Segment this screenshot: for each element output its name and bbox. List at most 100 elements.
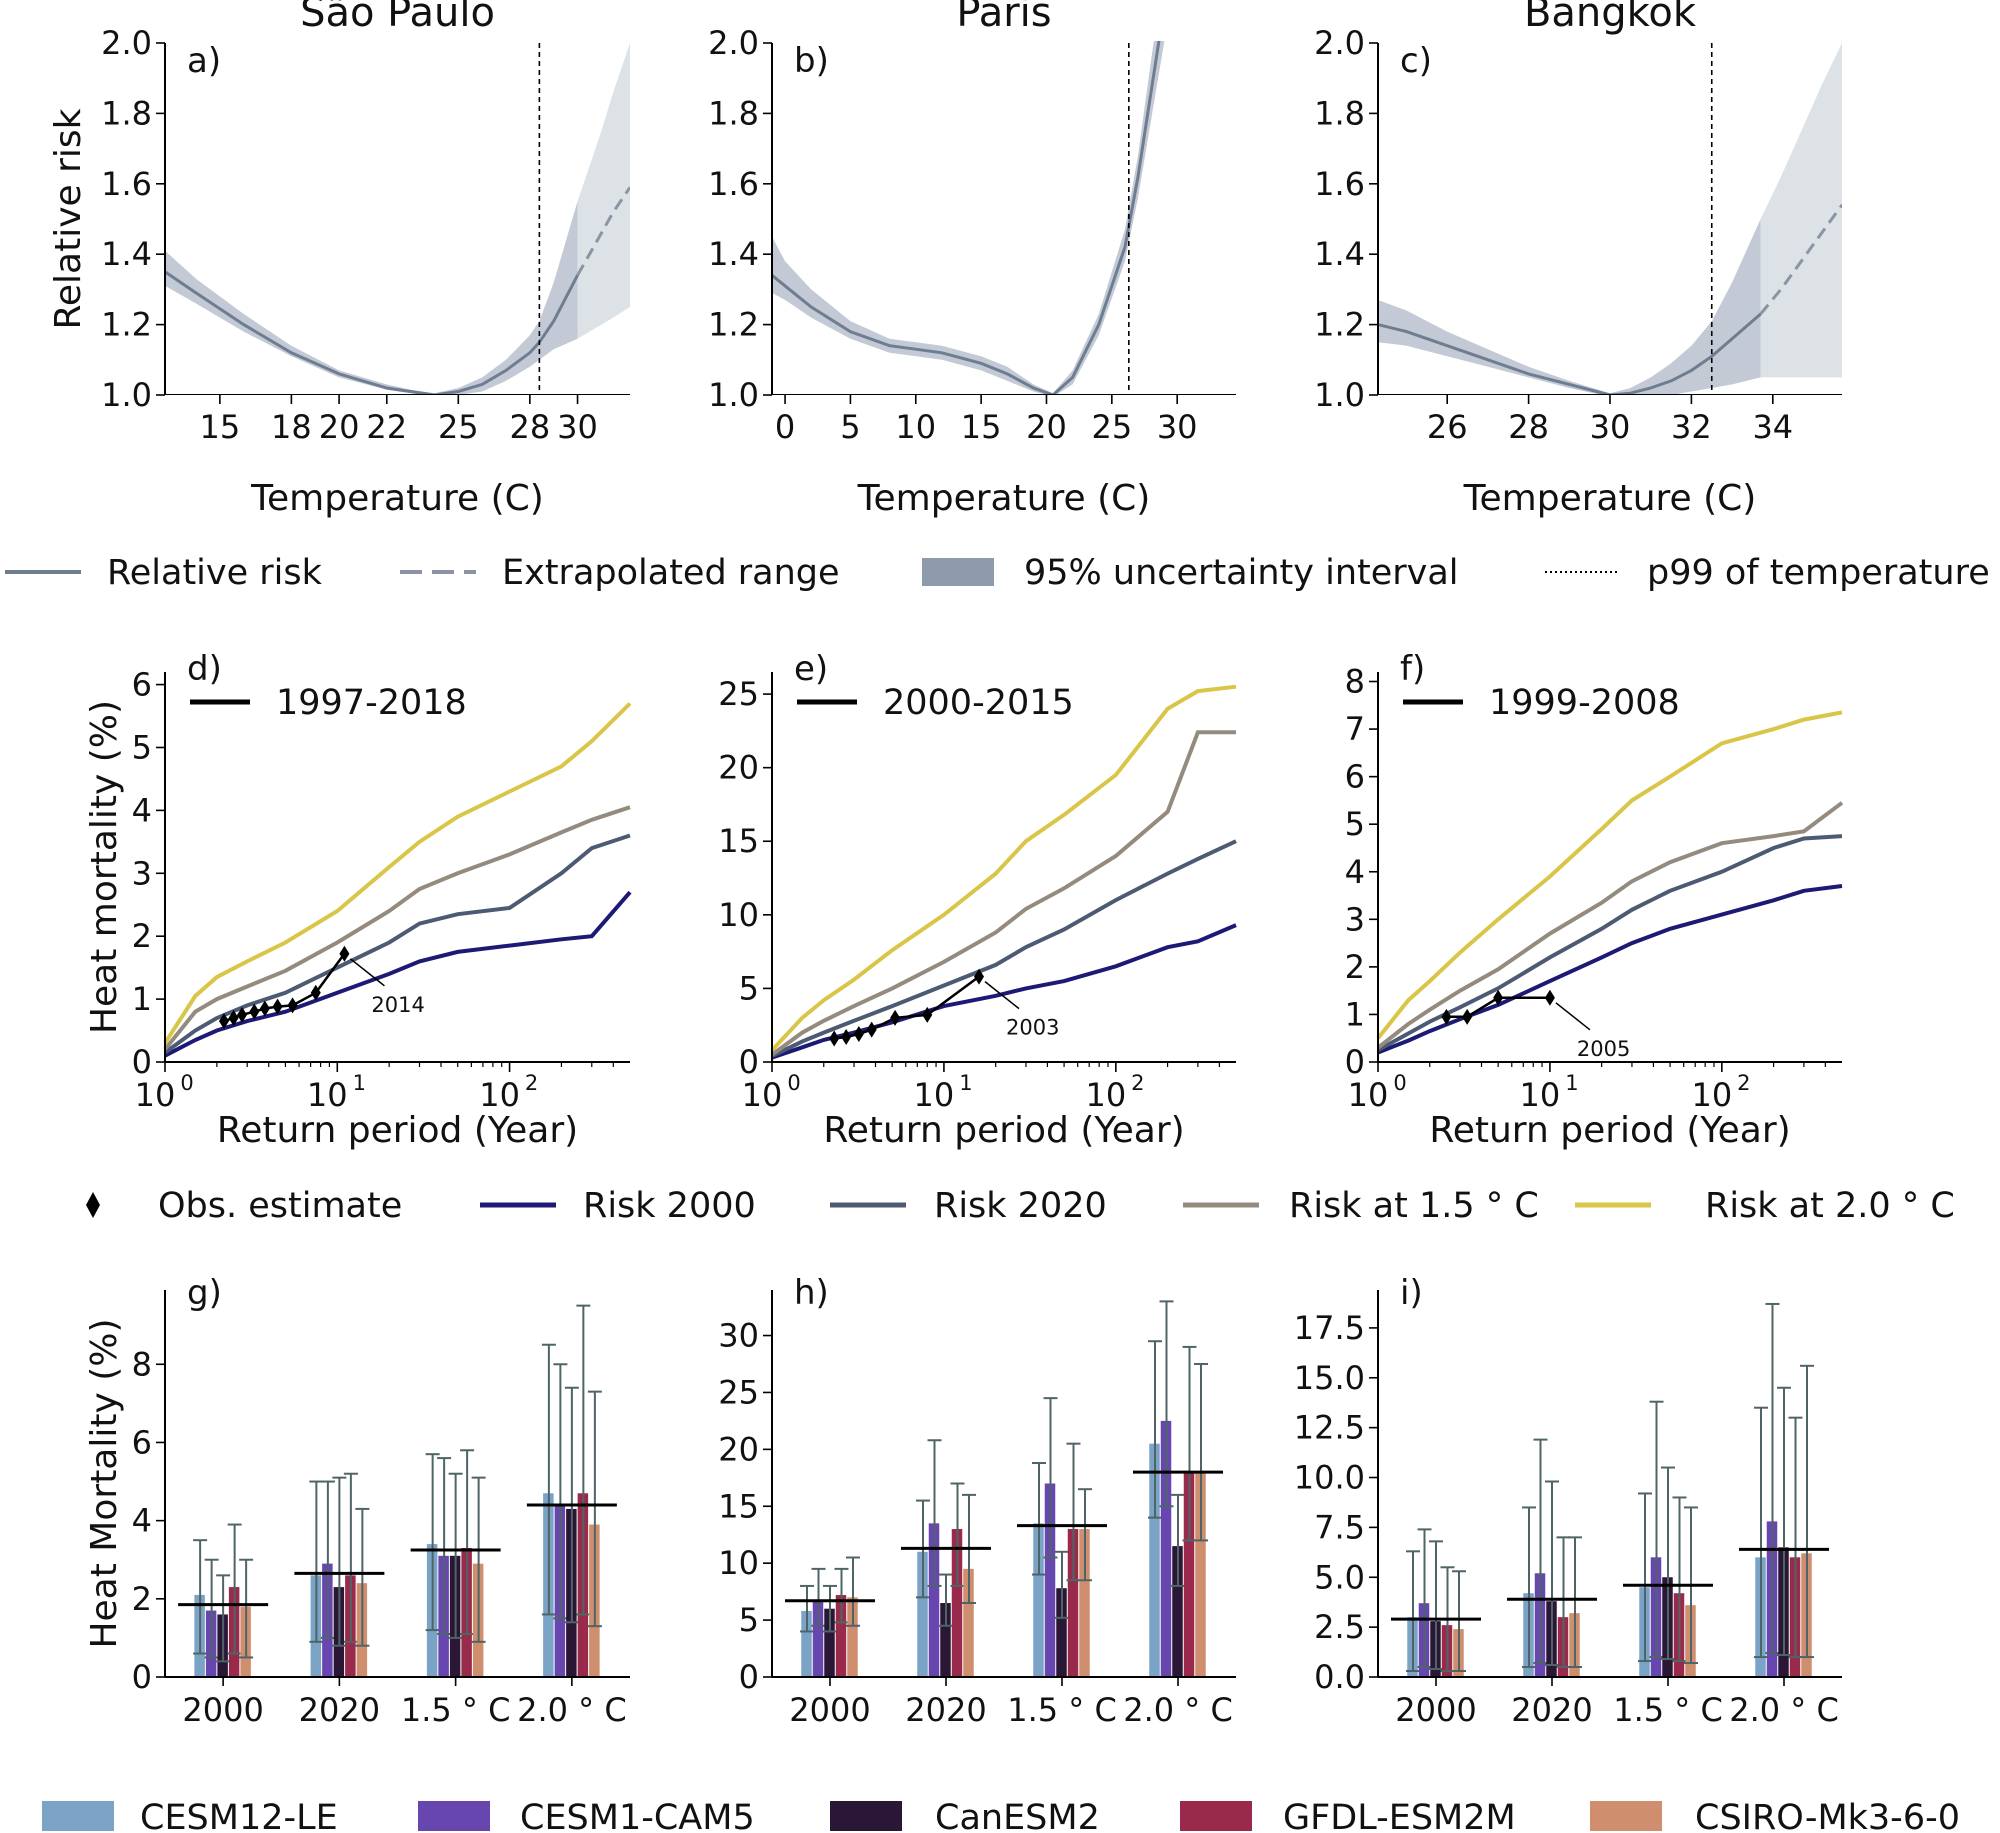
panel-letter: h) bbox=[794, 1273, 829, 1313]
series-line-1 bbox=[1377, 884, 1843, 1055]
obs-marker bbox=[310, 984, 321, 1001]
annotation-leader bbox=[1555, 1002, 1591, 1031]
x-tick-label: 2020 bbox=[299, 1691, 380, 1729]
y-tick-label: 8 bbox=[132, 1345, 152, 1383]
x-tick-label: 15 bbox=[961, 408, 1002, 446]
series-line-2 bbox=[1377, 834, 1843, 1052]
bar bbox=[1033, 1523, 1044, 1677]
legend-label: GFDL-ESM2M bbox=[1283, 1798, 1516, 1833]
bar bbox=[1172, 1546, 1183, 1677]
panel-letter: d) bbox=[187, 649, 222, 689]
x-axis-label: Temperature (C) bbox=[1463, 478, 1757, 519]
y-tick-label: 5.0 bbox=[1314, 1558, 1365, 1596]
y-tick-label: 1.6 bbox=[1314, 165, 1365, 203]
bar bbox=[801, 1610, 812, 1677]
x-tick-label: 10 bbox=[307, 1076, 348, 1114]
x-tick-label: 2.0 ° C bbox=[1123, 1691, 1233, 1729]
legend-label: Obs. estimate bbox=[158, 1186, 402, 1226]
x-tick-label: 26 bbox=[1427, 408, 1468, 446]
panel-letter: a) bbox=[187, 41, 221, 81]
series-line-1 bbox=[164, 890, 632, 1058]
period-label: 1997-2018 bbox=[276, 683, 467, 723]
annotation-leader bbox=[349, 958, 385, 987]
y-tick-label: 0 bbox=[132, 1658, 152, 1696]
extrapolated-uncertainty-band bbox=[577, 43, 630, 339]
panel-letter: f) bbox=[1400, 649, 1425, 689]
panel-letter: c) bbox=[1400, 41, 1432, 81]
x-axis-label: Temperature (C) bbox=[857, 478, 1151, 519]
legend-label: Risk at 2.0 ° C bbox=[1705, 1186, 1955, 1226]
x-tick-exponent: 1 bbox=[1565, 1071, 1578, 1095]
x-tick-label: 2000 bbox=[1395, 1691, 1476, 1729]
obs-marker bbox=[259, 1000, 270, 1017]
y-axis-label: Heat Mortality (%) bbox=[84, 1318, 125, 1648]
x-axis-label: Temperature (C) bbox=[250, 478, 544, 519]
x-axis-label: Return period (Year) bbox=[823, 1110, 1184, 1151]
y-tick-label: 1.0 bbox=[101, 376, 152, 414]
legend-label: CSIRO-Mk3-6-0 bbox=[1695, 1798, 1960, 1833]
y-tick-label: 25 bbox=[718, 1373, 759, 1411]
x-axis-label: Return period (Year) bbox=[1429, 1110, 1790, 1151]
y-tick-label: 3 bbox=[132, 854, 152, 892]
y-tick-label: 7 bbox=[1345, 710, 1365, 748]
x-tick-exponent: 2 bbox=[1131, 1071, 1144, 1095]
y-tick-label: 10.0 bbox=[1294, 1459, 1365, 1497]
bar bbox=[824, 1608, 835, 1677]
legend-bar-swatch bbox=[1590, 1801, 1662, 1831]
series-line-4 bbox=[770, 684, 1237, 1052]
series-line-2 bbox=[771, 839, 1237, 1058]
y-axis-label: Heat mortality (%) bbox=[84, 700, 125, 1034]
x-tick-label: 10 bbox=[135, 1076, 176, 1114]
x-tick-label: 10 bbox=[895, 408, 936, 446]
x-tick-label: 2000 bbox=[182, 1691, 263, 1729]
y-tick-label: 1.4 bbox=[708, 235, 759, 273]
legend-bar-swatch bbox=[418, 1801, 490, 1831]
bar bbox=[917, 1551, 928, 1677]
obs-marker bbox=[829, 1030, 840, 1047]
legend-bar-swatch bbox=[830, 1801, 902, 1831]
x-tick-exponent: 1 bbox=[959, 1071, 972, 1095]
bar bbox=[1149, 1443, 1160, 1677]
series-line-3 bbox=[1376, 801, 1844, 1050]
plot-area bbox=[772, 41, 1236, 395]
x-tick-label: 15 bbox=[199, 408, 240, 446]
obs-marker bbox=[1544, 989, 1555, 1006]
x-tick-exponent: 2 bbox=[1737, 1071, 1750, 1095]
panel-letter: b) bbox=[794, 41, 829, 81]
y-tick-label: 5 bbox=[739, 1601, 759, 1639]
obs-marker bbox=[228, 1009, 239, 1026]
uncertainty-band bbox=[772, 41, 1165, 395]
x-tick-exponent: 1 bbox=[353, 1071, 366, 1095]
x-tick-label: 22 bbox=[366, 408, 407, 446]
extrapolated-uncertainty-band bbox=[1760, 43, 1842, 378]
y-tick-label: 7.5 bbox=[1314, 1508, 1365, 1546]
panel-title: Paris bbox=[956, 0, 1051, 36]
y-tick-label: 2 bbox=[1345, 948, 1365, 986]
bar bbox=[835, 1595, 847, 1677]
x-tick-label: 30 bbox=[1590, 408, 1631, 446]
y-tick-label: 1.8 bbox=[708, 94, 759, 132]
bar bbox=[812, 1599, 824, 1677]
x-tick-label: 5 bbox=[840, 408, 860, 446]
y-tick-label: 4 bbox=[1345, 853, 1365, 891]
y-axis-label: Relative risk bbox=[48, 108, 89, 329]
legend-label: CESM12-LE bbox=[140, 1798, 338, 1833]
y-tick-label: 0 bbox=[739, 1658, 759, 1696]
panel-letter: e) bbox=[794, 649, 828, 689]
x-tick-label: 18 bbox=[271, 408, 312, 446]
obs-marker bbox=[890, 1009, 901, 1026]
x-tick-label: 2.0 ° C bbox=[1729, 1691, 1839, 1729]
annotation-label: 2003 bbox=[1006, 1016, 1059, 1040]
y-tick-label: 2.0 bbox=[101, 24, 152, 62]
y-tick-label: 1.8 bbox=[101, 94, 152, 132]
y-tick-label: 0 bbox=[132, 1043, 152, 1081]
obs-marker bbox=[1462, 1008, 1473, 1025]
bar bbox=[1067, 1529, 1079, 1677]
extrapolated-line bbox=[1759, 204, 1842, 315]
obs-marker bbox=[853, 1026, 864, 1043]
x-tick-label: 10 bbox=[1691, 1076, 1732, 1114]
legend-label: Extrapolated range bbox=[502, 553, 840, 593]
obs-marker bbox=[1441, 1008, 1452, 1025]
y-tick-label: 10 bbox=[718, 896, 759, 934]
bar bbox=[847, 1597, 858, 1677]
